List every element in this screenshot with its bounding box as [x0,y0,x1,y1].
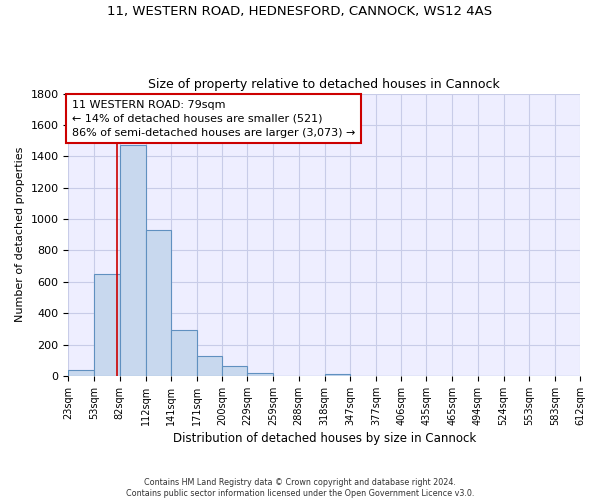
Bar [119,146,146,376]
Bar [325,374,350,376]
Bar [247,373,274,376]
Bar [146,230,171,376]
Y-axis label: Number of detached properties: Number of detached properties [15,147,25,322]
Text: Contains HM Land Registry data © Crown copyright and database right 2024.
Contai: Contains HM Land Registry data © Crown c… [126,478,474,498]
Bar [94,274,119,376]
Text: 11, WESTERN ROAD, HEDNESFORD, CANNOCK, WS12 4AS: 11, WESTERN ROAD, HEDNESFORD, CANNOCK, W… [107,5,493,18]
X-axis label: Distribution of detached houses by size in Cannock: Distribution of detached houses by size … [173,432,476,445]
Bar [222,366,247,376]
Bar [68,370,94,376]
Text: 11 WESTERN ROAD: 79sqm
← 14% of detached houses are smaller (521)
86% of semi-de: 11 WESTERN ROAD: 79sqm ← 14% of detached… [72,100,355,138]
Bar [197,356,222,376]
Bar [171,330,197,376]
Title: Size of property relative to detached houses in Cannock: Size of property relative to detached ho… [148,78,500,91]
